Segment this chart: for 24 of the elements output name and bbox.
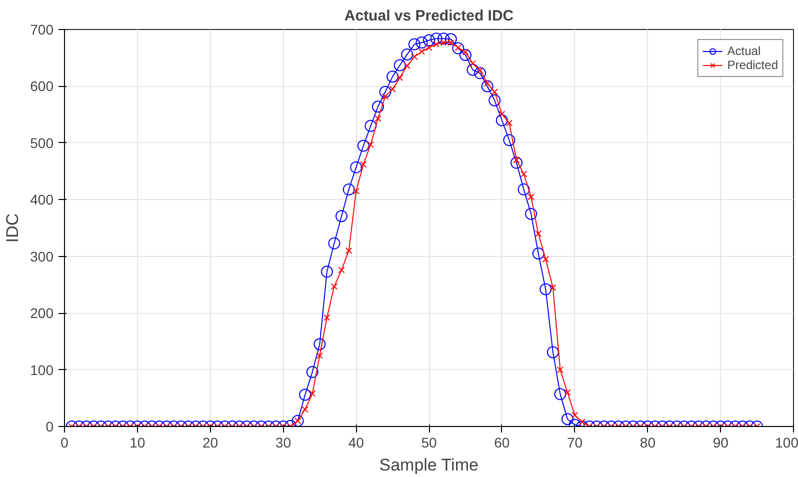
y-tick-label: 500 <box>30 134 54 151</box>
y-tick-label: 100 <box>30 362 54 378</box>
y-tick-label: 400 <box>30 192 54 208</box>
legend-label: Actual <box>727 44 761 58</box>
x-tick-label: 80 <box>640 434 656 450</box>
x-axis-title: Sample Time <box>379 456 478 474</box>
x-tick-label: 100 <box>775 434 798 450</box>
x-tick-label: 30 <box>275 434 292 450</box>
x-tick-label: 60 <box>494 434 510 450</box>
x-tick-label: 70 <box>567 434 583 450</box>
x-tick-label: 40 <box>348 434 364 450</box>
x-tick-label: 20 <box>202 434 218 450</box>
x-tick-label: 90 <box>712 434 729 450</box>
x-tick-label: 50 <box>421 434 437 450</box>
y-tick-label: 700 <box>30 22 54 38</box>
y-tick-label: 300 <box>30 248 54 264</box>
y-tick-label: 200 <box>30 305 54 322</box>
x-tick-label: 10 <box>130 434 146 450</box>
x-tick-label: 0 <box>60 434 69 450</box>
y-axis-title: IDC <box>3 213 22 243</box>
y-tick-label: 600 <box>30 78 54 94</box>
y-tick-label: 0 <box>46 418 54 434</box>
chart-title: Actual vs Predicted IDC <box>344 8 514 24</box>
legend-label: Predicted <box>727 58 778 72</box>
